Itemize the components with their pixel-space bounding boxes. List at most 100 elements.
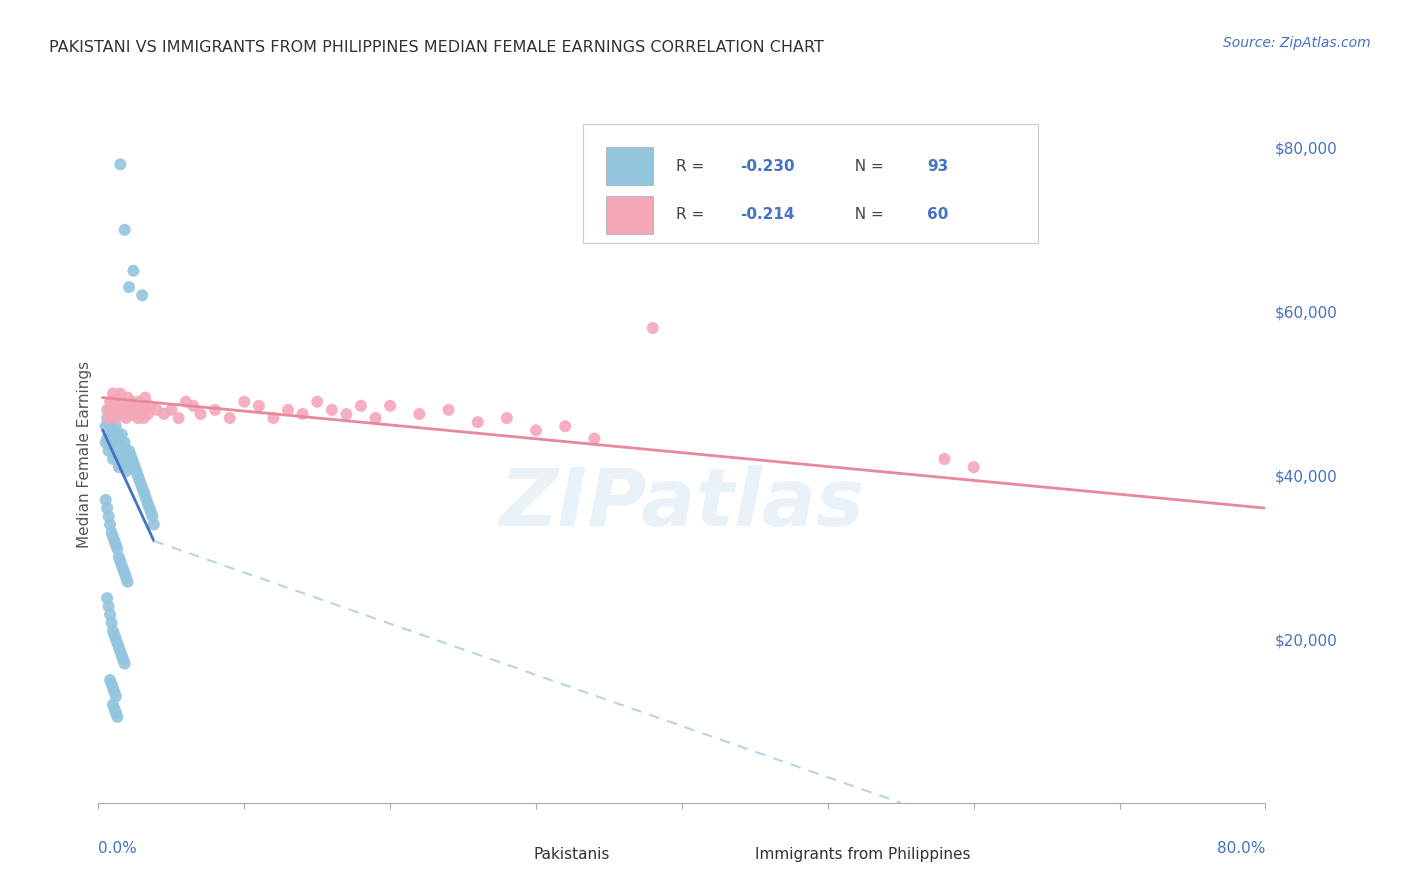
Point — [105, 448, 128, 462]
Point — [307, 394, 329, 409]
Point — [98, 607, 121, 622]
Point — [118, 280, 141, 294]
Point — [218, 411, 240, 425]
Text: 0.0%: 0.0% — [98, 841, 138, 856]
Point — [408, 407, 430, 421]
Point — [115, 443, 138, 458]
Point — [118, 443, 141, 458]
FancyBboxPatch shape — [484, 841, 516, 869]
FancyBboxPatch shape — [706, 841, 738, 869]
Point — [96, 411, 118, 425]
Point — [115, 464, 138, 478]
Point — [138, 399, 160, 413]
Point — [98, 435, 121, 450]
Point — [136, 497, 159, 511]
Point — [135, 492, 157, 507]
Point — [131, 481, 153, 495]
Point — [104, 690, 127, 704]
Point — [103, 435, 125, 450]
Point — [97, 599, 120, 614]
Point — [112, 456, 135, 470]
Point — [962, 460, 984, 475]
Text: N =: N = — [845, 207, 889, 222]
Point — [111, 452, 134, 467]
Point — [190, 407, 212, 421]
Text: 93: 93 — [927, 159, 948, 174]
Point — [167, 411, 190, 425]
Point — [128, 473, 150, 487]
Point — [120, 407, 142, 421]
Point — [141, 509, 163, 524]
Point — [583, 432, 606, 446]
Point — [103, 628, 125, 642]
Text: PAKISTANI VS IMMIGRANTS FROM PHILIPPINES MEDIAN FEMALE EARNINGS CORRELATION CHAR: PAKISTANI VS IMMIGRANTS FROM PHILIPPINES… — [49, 40, 824, 55]
Point — [100, 427, 122, 442]
Point — [134, 489, 156, 503]
Point — [112, 440, 135, 454]
Point — [134, 391, 156, 405]
Point — [111, 648, 134, 663]
Point — [117, 574, 139, 589]
Point — [138, 501, 160, 516]
Point — [146, 403, 169, 417]
Point — [101, 386, 124, 401]
Point — [98, 673, 121, 687]
Point — [96, 501, 118, 516]
Point — [105, 427, 128, 442]
Point — [104, 632, 127, 646]
Point — [129, 476, 152, 491]
Point — [103, 423, 125, 437]
Point — [132, 484, 155, 499]
Point — [111, 407, 134, 421]
Text: R =: R = — [676, 159, 709, 174]
Point — [98, 394, 121, 409]
Point — [350, 399, 373, 413]
Point — [108, 432, 131, 446]
Point — [101, 698, 124, 712]
Point — [96, 591, 118, 606]
Point — [122, 456, 145, 470]
Point — [321, 403, 343, 417]
Point — [104, 706, 127, 720]
Point — [111, 558, 134, 573]
FancyBboxPatch shape — [606, 195, 652, 234]
Point — [128, 394, 150, 409]
Text: Immigrants from Philippines: Immigrants from Philippines — [755, 847, 972, 863]
Point — [174, 394, 197, 409]
Point — [934, 452, 956, 467]
Point — [114, 460, 136, 475]
Point — [364, 411, 387, 425]
Point — [153, 407, 176, 421]
Point — [101, 624, 124, 638]
Text: R =: R = — [676, 207, 709, 222]
Point — [114, 566, 136, 581]
Point — [121, 452, 143, 467]
Point — [112, 652, 135, 666]
Point — [233, 394, 256, 409]
Point — [94, 492, 117, 507]
Point — [142, 517, 165, 532]
Text: 80.0%: 80.0% — [1218, 841, 1265, 856]
Point — [127, 411, 149, 425]
Point — [118, 403, 141, 417]
Point — [524, 423, 547, 437]
FancyBboxPatch shape — [606, 147, 652, 186]
Point — [100, 440, 122, 454]
Point — [247, 399, 270, 413]
Point — [104, 411, 127, 425]
Point — [104, 538, 127, 552]
Point — [105, 391, 128, 405]
Point — [467, 415, 489, 429]
Point — [277, 403, 299, 417]
Point — [135, 403, 157, 417]
Point — [105, 542, 128, 557]
Point — [114, 435, 136, 450]
Point — [101, 411, 124, 425]
Point — [124, 407, 146, 421]
Point — [114, 223, 136, 237]
Point — [129, 407, 152, 421]
Point — [121, 394, 143, 409]
Text: 60: 60 — [927, 207, 949, 222]
Text: N =: N = — [845, 159, 889, 174]
Point — [122, 403, 145, 417]
